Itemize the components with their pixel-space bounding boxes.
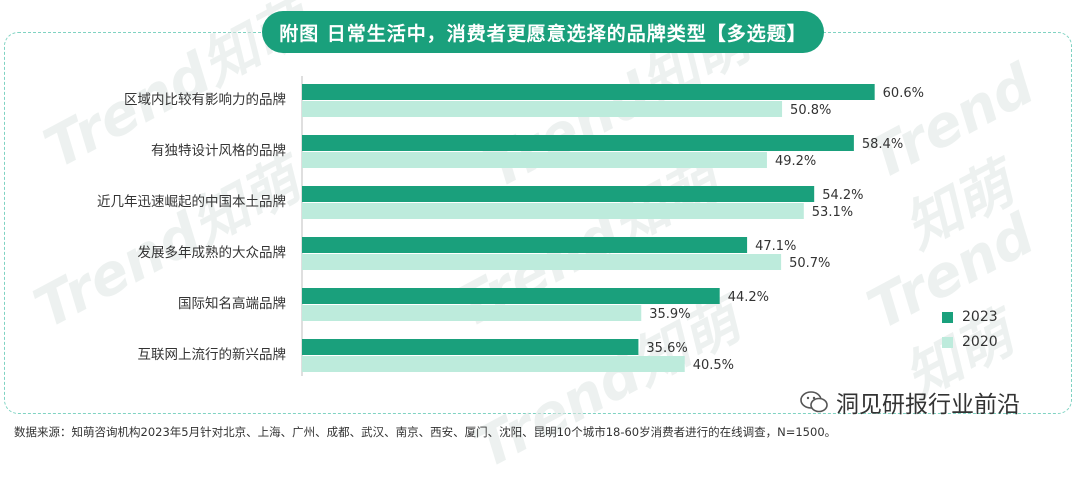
legend-item-2023: 2023: [942, 309, 998, 325]
bar-chart: 区域内比较有影响力的品牌 60.6% 50.8% 有独特设计风格的品牌 58.4% 49.…: [97, 76, 924, 376]
legend-swatch-2020: [942, 336, 953, 348]
data-label: 54.2%: [822, 188, 863, 203]
category-label: 区域内比较有影响力的品牌: [124, 91, 286, 108]
bar-2023: [302, 288, 720, 304]
bar-2020: [302, 152, 767, 168]
legend-label-2023: 2023: [962, 309, 998, 325]
category-label: 国际知名高端品牌: [178, 295, 286, 312]
bar-2023: [302, 84, 875, 100]
bar-2023: [302, 186, 815, 202]
bar-2020: [302, 305, 642, 321]
brand-watermark: 洞见研报行业前沿: [800, 385, 1020, 419]
data-label: 47.1%: [755, 239, 796, 254]
data-label: 35.6%: [646, 341, 687, 356]
bar-2020: [302, 203, 804, 219]
data-label: 49.2%: [775, 154, 816, 169]
category-label: 有独特设计风格的品牌: [151, 142, 286, 159]
bar-2023: [302, 135, 854, 151]
legend-label-2020: 2020: [962, 334, 998, 350]
legend-item-2020: 2020: [942, 334, 998, 350]
category-label: 互联网上流行的新兴品牌: [138, 346, 287, 363]
bar-2023: [302, 237, 748, 253]
brand-label: 洞见研报行业前沿: [836, 392, 1020, 418]
bar-2023: [302, 339, 639, 355]
category-label: 发展多年成熟的大众品牌: [138, 244, 287, 261]
legend-swatch-2023: [942, 311, 953, 323]
data-label: 58.4%: [862, 137, 903, 152]
wechat-icon: [800, 391, 828, 413]
category-label: 近几年迅速崛起的中国本土品牌: [97, 193, 286, 210]
data-label: 50.7%: [789, 256, 830, 271]
bar-2020: [302, 254, 782, 270]
data-label: 53.1%: [812, 205, 853, 220]
data-label: 44.2%: [728, 290, 769, 305]
data-label: 40.5%: [693, 358, 734, 373]
bar-2020: [302, 101, 783, 117]
data-label: 50.8%: [790, 103, 831, 118]
bar-2020: [302, 356, 685, 372]
data-label: 60.6%: [883, 86, 924, 101]
chart-title: 附图 日常生活中，消费者更愿意选择的品牌类型【多选题】: [262, 11, 824, 53]
source-note: 数据来源：知萌咨询机构2023年5月针对北京、上海、广州、成都、武汉、南京、西安…: [14, 425, 837, 439]
data-label: 35.9%: [649, 307, 690, 322]
